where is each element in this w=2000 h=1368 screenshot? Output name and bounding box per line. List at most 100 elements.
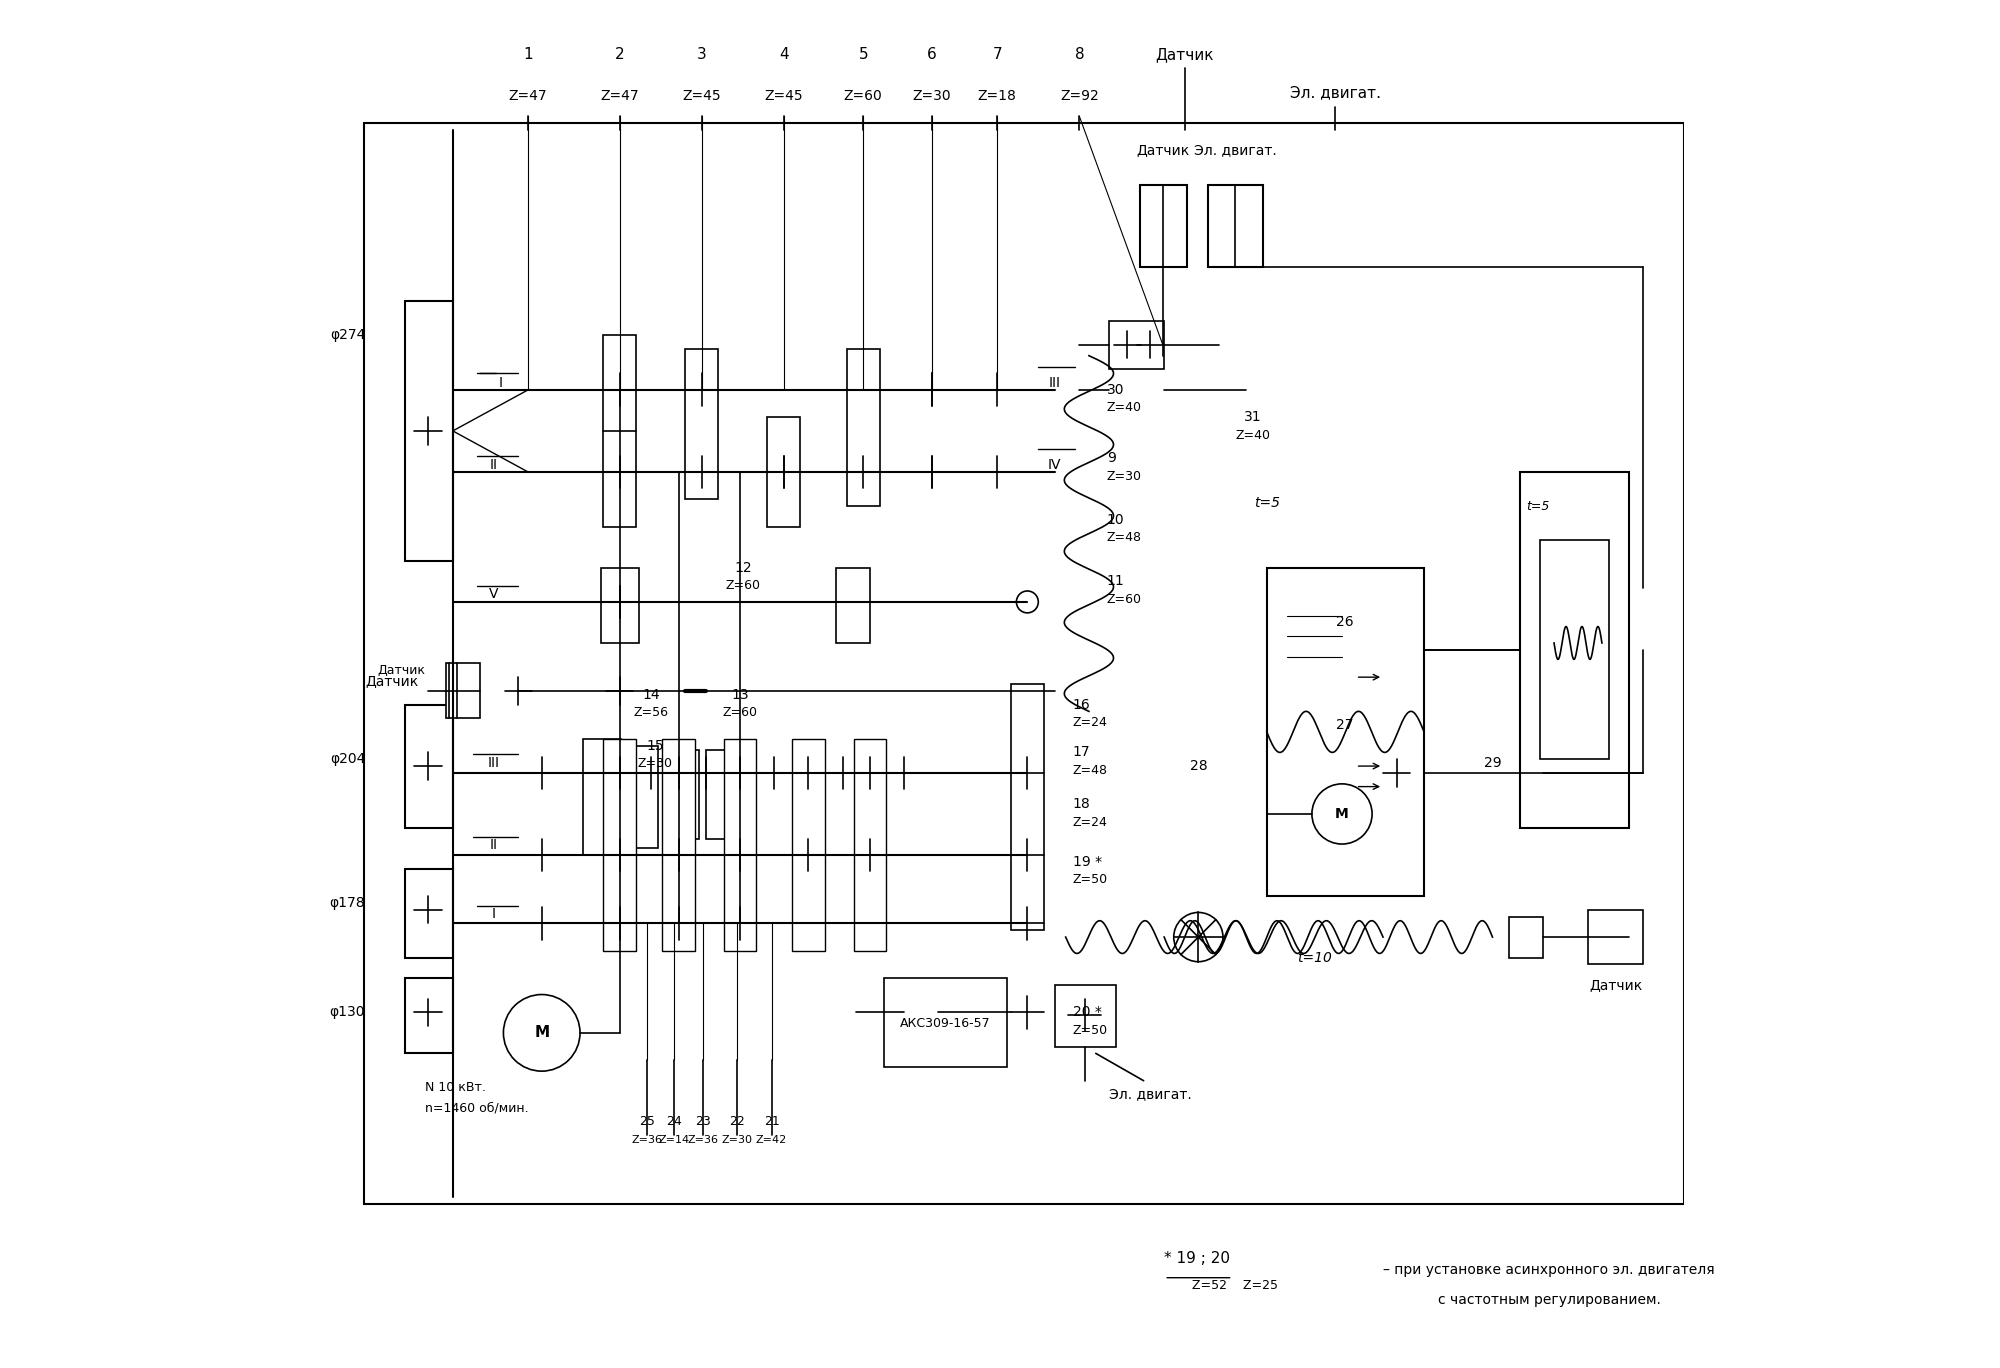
Circle shape <box>504 995 580 1071</box>
Text: 14: 14 <box>642 688 660 702</box>
Text: 11: 11 <box>1106 575 1124 588</box>
Text: АКС309-16-57: АКС309-16-57 <box>900 1016 990 1030</box>
Text: Z=48: Z=48 <box>1106 531 1142 544</box>
Text: 4: 4 <box>780 48 788 62</box>
Text: Z=47: Z=47 <box>600 89 640 103</box>
Text: 20 *: 20 * <box>1072 1005 1102 1019</box>
Bar <box>1054 985 1116 1047</box>
Text: Z=18: Z=18 <box>978 89 1016 103</box>
Text: Датчик: Датчик <box>366 674 418 688</box>
Bar <box>604 739 636 951</box>
Text: Z=40: Z=40 <box>1106 401 1142 415</box>
Text: M: M <box>534 1026 550 1040</box>
Text: n=1460 об/мин.: n=1460 об/мин. <box>426 1101 530 1115</box>
Text: 6: 6 <box>926 48 936 62</box>
Bar <box>364 123 1684 1204</box>
Bar <box>836 568 870 643</box>
Text: Z=52    Z=25: Z=52 Z=25 <box>1192 1279 1278 1293</box>
Text: 5: 5 <box>858 48 868 62</box>
Bar <box>1540 540 1608 759</box>
Text: Z=50: Z=50 <box>1072 873 1108 886</box>
Text: φ274: φ274 <box>330 328 366 342</box>
Text: Эл. двигат.: Эл. двигат. <box>1290 86 1380 100</box>
Text: t=5: t=5 <box>1526 499 1550 513</box>
Text: 19 *: 19 * <box>1072 855 1102 869</box>
Text: 26: 26 <box>1336 616 1354 629</box>
Text: II: II <box>490 458 498 472</box>
Text: Датчик: Датчик <box>1588 978 1642 992</box>
Text: 16: 16 <box>1072 698 1090 711</box>
Text: Z=45: Z=45 <box>682 89 722 103</box>
Bar <box>846 349 880 506</box>
Circle shape <box>1174 912 1222 962</box>
Text: Z=30: Z=30 <box>1106 469 1142 483</box>
Bar <box>724 739 756 951</box>
Text: II: II <box>490 839 498 852</box>
Text: φ204: φ204 <box>330 752 366 766</box>
Text: III: III <box>488 757 500 770</box>
Bar <box>1010 684 1044 930</box>
Bar <box>904 985 938 1040</box>
Text: Z=45: Z=45 <box>764 89 804 103</box>
Text: φ130: φ130 <box>330 1005 366 1019</box>
Text: Датчик: Датчик <box>378 663 426 677</box>
Bar <box>582 739 622 855</box>
Text: Z=14: Z=14 <box>658 1134 690 1145</box>
Text: t=10: t=10 <box>1298 951 1332 964</box>
Text: Эл. двигат.: Эл. двигат. <box>1110 1088 1192 1101</box>
Text: Z=60: Z=60 <box>726 579 760 592</box>
Text: * 19 ; 20: * 19 ; 20 <box>1164 1252 1230 1265</box>
Text: IV: IV <box>1048 458 1062 472</box>
Text: Z=60: Z=60 <box>1106 592 1142 606</box>
Text: Z=50: Z=50 <box>1072 1023 1108 1037</box>
Text: M: M <box>1336 807 1348 821</box>
Text: Z=36: Z=36 <box>688 1134 718 1145</box>
Text: Z=36: Z=36 <box>632 1134 662 1145</box>
Bar <box>404 978 452 1053</box>
Bar <box>1520 472 1630 828</box>
Text: 17: 17 <box>1072 746 1090 759</box>
Text: 31: 31 <box>1244 410 1262 424</box>
Text: I: I <box>492 907 496 921</box>
Text: 1: 1 <box>524 48 532 62</box>
Text: Z=48: Z=48 <box>1072 763 1108 777</box>
Text: V: V <box>490 587 498 601</box>
Circle shape <box>1016 591 1038 613</box>
Bar <box>624 746 658 848</box>
Bar <box>1208 185 1262 267</box>
Bar <box>792 739 824 951</box>
Text: 12: 12 <box>734 561 752 575</box>
Text: – при установке асинхронного эл. двигателя: – при установке асинхронного эл. двигате… <box>1384 1263 1714 1276</box>
Text: 9: 9 <box>1106 451 1116 465</box>
Text: Z=24: Z=24 <box>1072 815 1108 829</box>
Text: с частотным регулированием.: с частотным регулированием. <box>1438 1293 1660 1306</box>
Text: 18: 18 <box>1072 798 1090 811</box>
Text: 22: 22 <box>730 1115 746 1129</box>
Text: Z=40: Z=40 <box>1236 428 1270 442</box>
Text: 25: 25 <box>640 1115 654 1129</box>
Bar <box>404 869 452 958</box>
Text: 28: 28 <box>1190 759 1208 773</box>
Bar <box>446 663 480 718</box>
Text: 8: 8 <box>1074 48 1084 62</box>
Circle shape <box>1312 784 1372 844</box>
Bar <box>664 750 700 839</box>
Text: Эл. двигат.: Эл. двигат. <box>1194 144 1276 157</box>
Text: 30: 30 <box>1106 383 1124 397</box>
Text: 13: 13 <box>732 688 748 702</box>
Bar <box>1140 185 1188 267</box>
Text: 2: 2 <box>614 48 624 62</box>
Text: Z=60: Z=60 <box>722 706 758 720</box>
Text: Z=60: Z=60 <box>844 89 882 103</box>
Text: φ178: φ178 <box>330 896 366 910</box>
Bar <box>662 739 694 951</box>
Text: Датчик: Датчик <box>1136 144 1190 157</box>
Text: Z=30: Z=30 <box>638 757 672 770</box>
Bar <box>1508 917 1544 958</box>
Text: t=5: t=5 <box>1254 497 1280 510</box>
Text: Z=42: Z=42 <box>756 1134 788 1145</box>
Text: 24: 24 <box>666 1115 682 1129</box>
Bar <box>706 750 740 839</box>
Text: Z=24: Z=24 <box>1072 715 1108 729</box>
Bar <box>404 301 452 561</box>
